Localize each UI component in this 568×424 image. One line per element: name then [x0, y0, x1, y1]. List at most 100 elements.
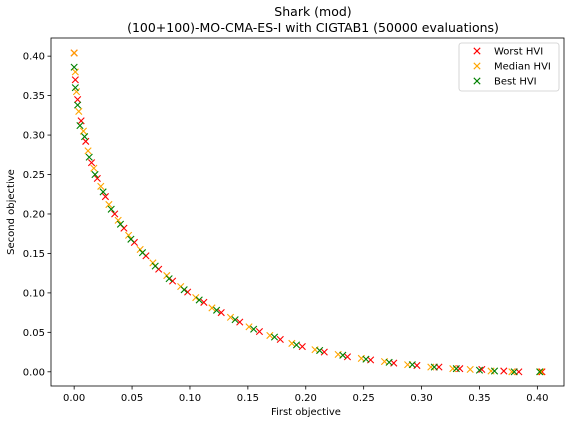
marker-stroke — [200, 298, 208, 306]
legend-box — [458, 42, 560, 92]
marker-stroke — [473, 77, 481, 85]
marker-stroke — [292, 341, 301, 349]
marker-stroke — [473, 62, 481, 70]
data-point — [427, 363, 435, 371]
data-point — [245, 323, 253, 331]
marker-stroke — [456, 365, 464, 373]
y-tick-label: 0.40 — [23, 52, 45, 63]
legend-label: Best HVI — [494, 77, 537, 88]
x-tick-label: 0.20 — [295, 393, 317, 404]
y-tick-label: 0.10 — [23, 288, 45, 299]
data-point — [500, 367, 508, 375]
marker-stroke — [466, 365, 474, 374]
data-point — [536, 368, 544, 376]
y-tick-label: 0.15 — [23, 249, 45, 260]
marker-stroke — [510, 368, 518, 376]
marker-stroke — [427, 363, 435, 371]
marker-stroke — [151, 262, 159, 270]
data-point — [385, 358, 393, 366]
data-point — [127, 235, 135, 243]
data-point — [97, 182, 105, 190]
data-point — [430, 363, 438, 371]
data-point — [213, 306, 221, 314]
marker-stroke — [107, 205, 115, 213]
data-point — [292, 341, 301, 349]
y-tick-label: 0.30 — [23, 131, 45, 142]
marker-stroke — [217, 309, 225, 317]
data-point — [487, 367, 495, 375]
data-point — [151, 262, 159, 270]
marker-stroke — [343, 353, 352, 361]
marker-stroke — [85, 153, 93, 161]
marker-stroke — [452, 365, 460, 373]
y-tick-label: 0.35 — [23, 91, 45, 102]
marker-stroke — [508, 368, 516, 376]
data-point — [195, 296, 203, 304]
data-point — [475, 366, 484, 374]
marker-stroke — [101, 193, 110, 201]
data-point — [508, 368, 516, 376]
marker-stroke — [473, 47, 481, 55]
marker-stroke — [79, 127, 88, 135]
marker-stroke — [316, 346, 324, 355]
marker-stroke — [430, 363, 438, 371]
data-point — [226, 313, 235, 321]
x-tick-label: 0.05 — [121, 393, 143, 404]
y-tick-label: 0.00 — [23, 367, 45, 378]
marker-stroke — [111, 210, 119, 218]
marker-stroke — [124, 231, 133, 239]
data-point — [200, 298, 208, 306]
marker-stroke — [165, 275, 173, 283]
data-point — [537, 368, 545, 376]
data-point — [74, 95, 82, 104]
x-tick-label: 0.40 — [526, 393, 548, 404]
marker-stroke — [70, 49, 78, 57]
data-point — [149, 259, 157, 267]
marker-stroke — [87, 159, 96, 167]
marker-stroke — [298, 342, 306, 351]
marker-stroke — [136, 245, 144, 254]
legend-label: Worst HVI — [494, 47, 543, 58]
data-point — [71, 68, 79, 76]
data-point — [255, 327, 264, 336]
data-point — [270, 333, 279, 341]
x-axis-ticks: 0.00 0.05 0.10 0.15 0.20 0.25 0.30 0.35 0.40 — [63, 386, 548, 404]
data-point — [71, 76, 79, 84]
y-tick-label: 0.20 — [23, 209, 45, 220]
marker-stroke — [276, 335, 284, 344]
marker-stroke — [475, 366, 484, 374]
data-point — [101, 193, 110, 201]
data-point — [74, 101, 82, 109]
data-point — [266, 331, 274, 340]
marker-stroke — [70, 63, 78, 71]
y-axis-label: Second objective — [6, 169, 17, 255]
marker-stroke — [231, 316, 239, 324]
data-point — [466, 365, 474, 374]
marker-stroke — [76, 122, 84, 130]
marker-stroke — [163, 271, 171, 280]
marker-stroke — [130, 238, 138, 246]
data-point — [70, 63, 78, 71]
marker-stroke — [537, 368, 545, 376]
marker-stroke — [90, 164, 98, 172]
marker-stroke — [91, 170, 99, 179]
data-point — [90, 164, 98, 172]
data-point — [93, 174, 101, 183]
marker-stroke — [74, 95, 82, 104]
data-point — [71, 84, 79, 92]
data-point — [114, 216, 122, 224]
data-point — [236, 318, 244, 326]
series-best-hvi — [70, 63, 544, 376]
marker-stroke — [138, 249, 147, 257]
x-tick-label: 0.30 — [410, 393, 432, 404]
data-marks — [70, 49, 546, 376]
data-point — [72, 88, 81, 96]
data-point — [111, 210, 119, 218]
data-point — [70, 49, 78, 57]
marker-stroke — [75, 107, 83, 115]
data-point — [75, 107, 83, 115]
data-point — [184, 288, 192, 296]
x-axis-label: First objective — [271, 407, 341, 418]
